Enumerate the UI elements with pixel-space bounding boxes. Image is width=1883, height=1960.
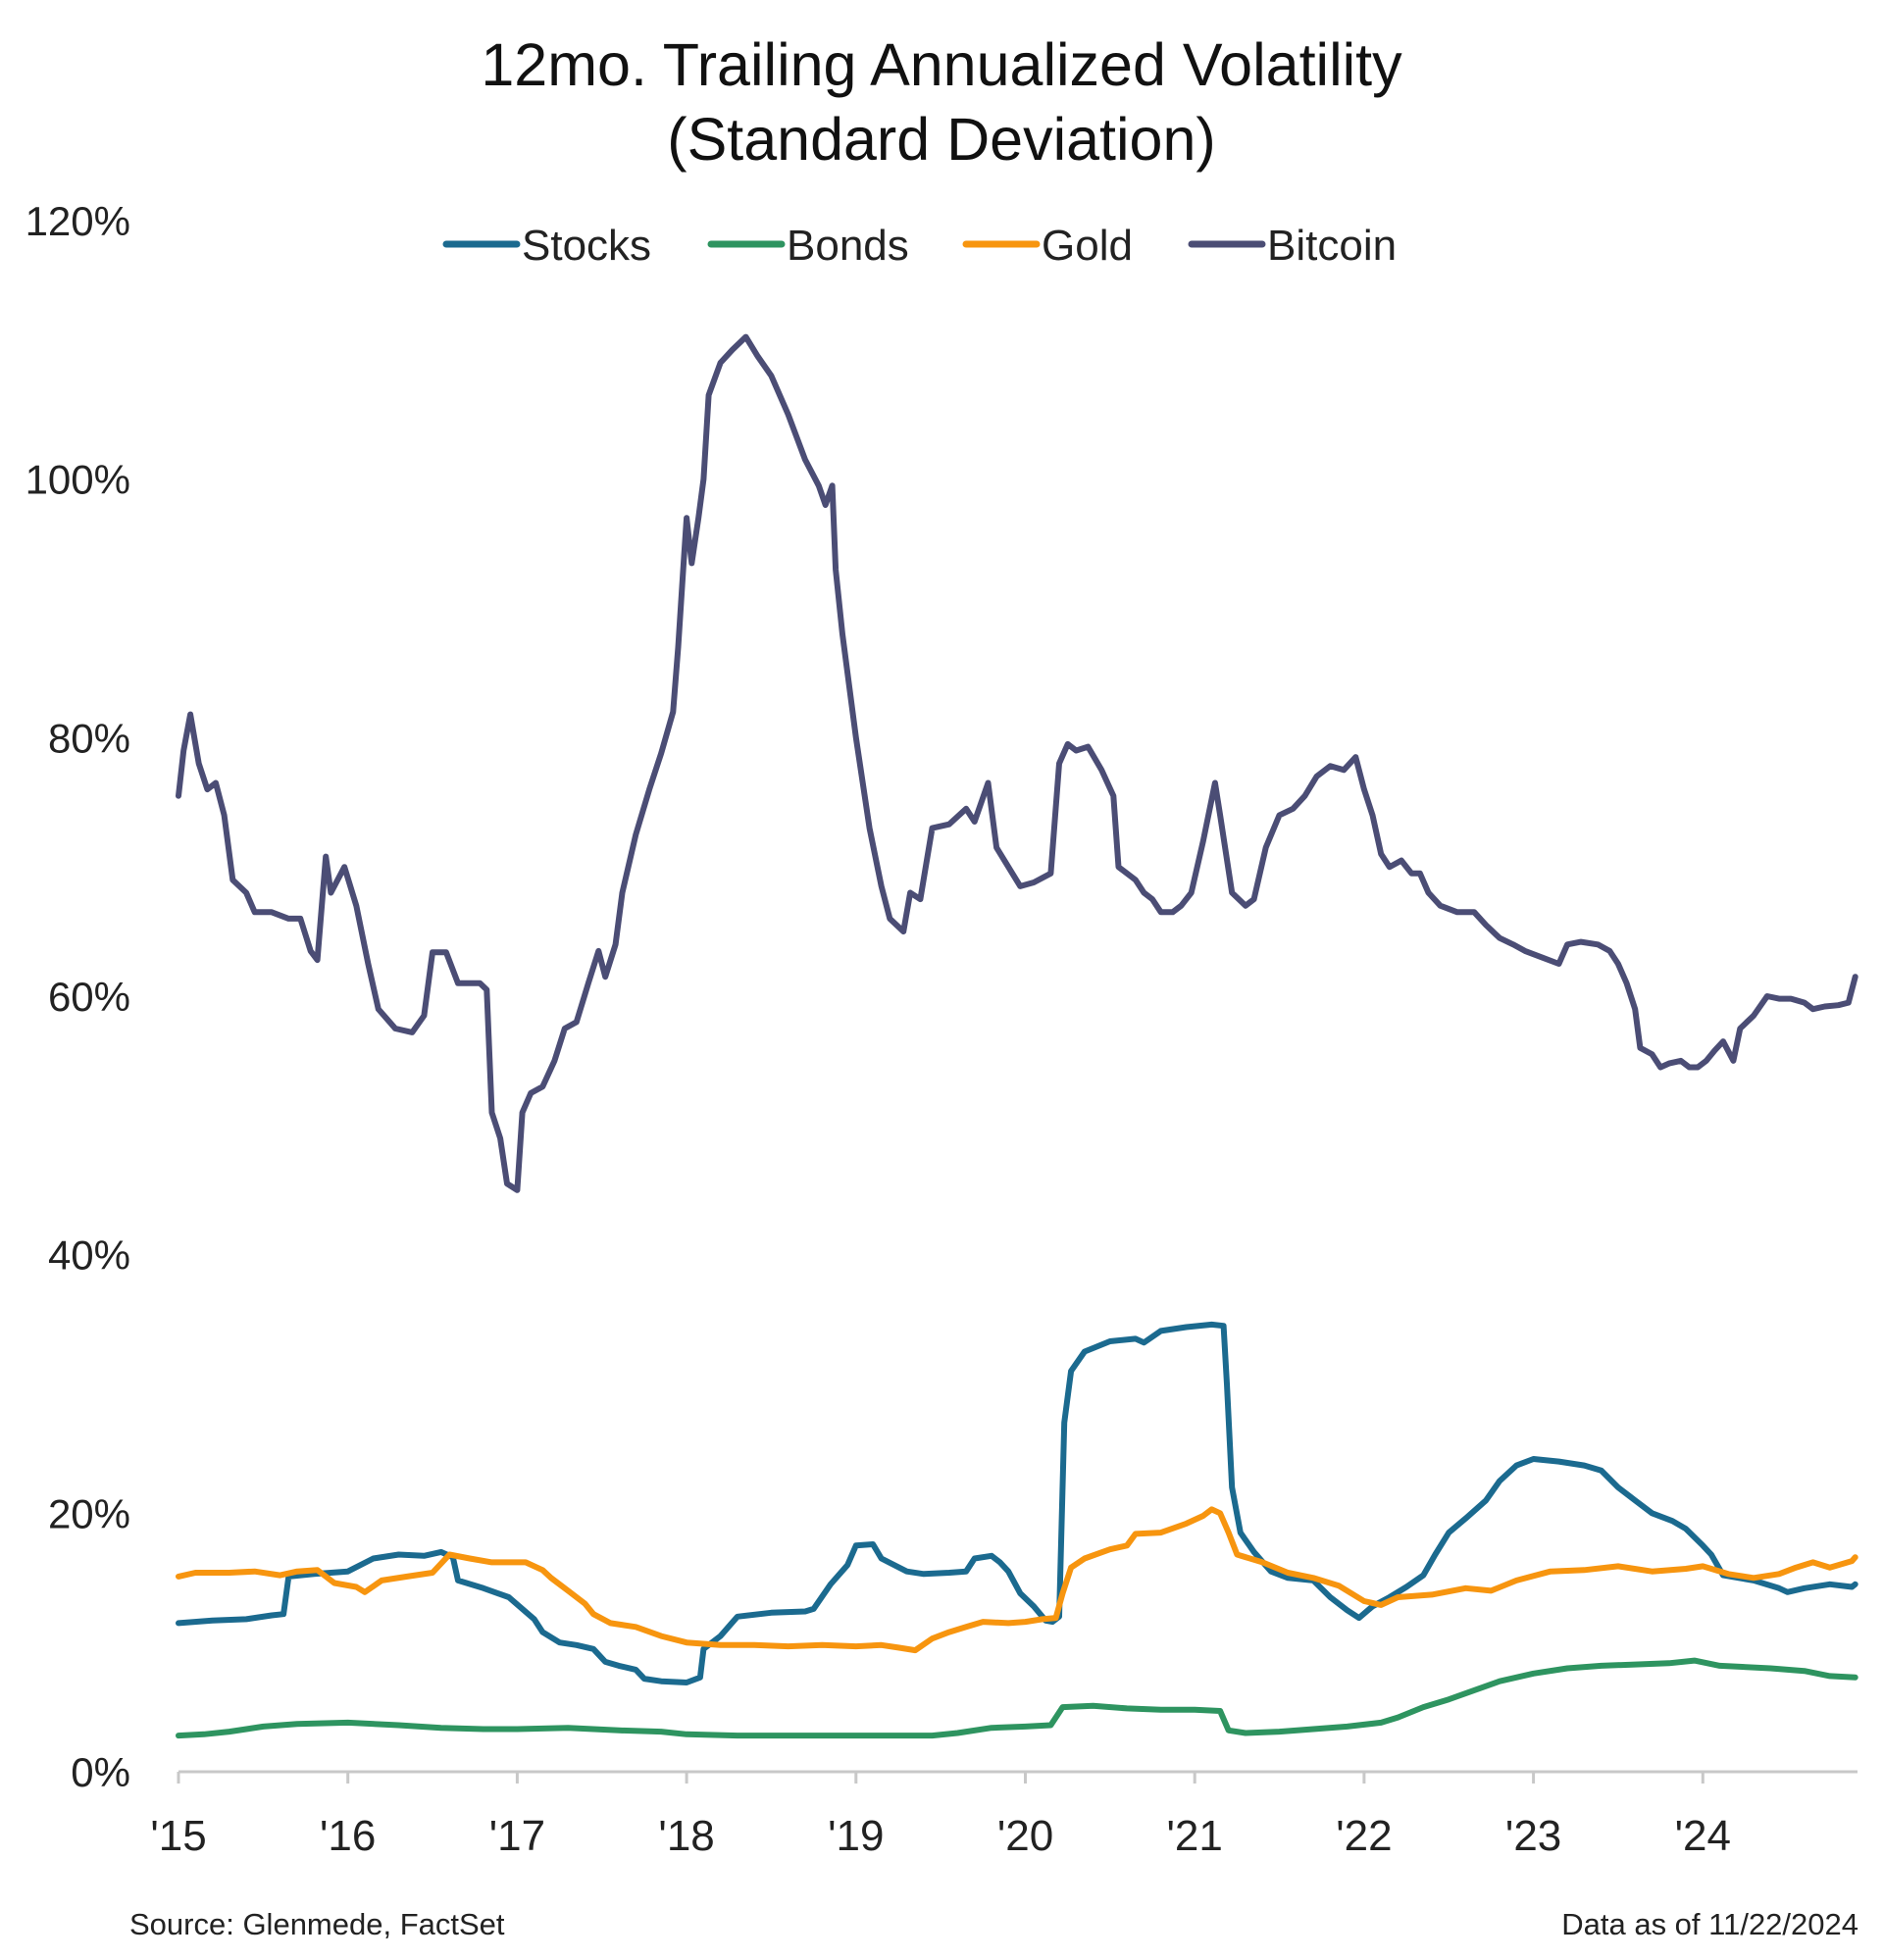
x-tick-label: '15	[150, 1812, 206, 1860]
x-tick-label: '16	[320, 1812, 376, 1860]
series-line-gold	[176, 1506, 1858, 1654]
x-tick-label: '17	[489, 1812, 545, 1860]
x-tick-label: '18	[658, 1812, 714, 1860]
x-tick-label: '21	[1167, 1812, 1223, 1860]
source-note: Source: Glenmede, FactSet	[129, 1907, 505, 1941]
y-tick-label: 80%	[48, 715, 130, 761]
chart-legend: Stocks Bonds Gold Bitcoin	[442, 222, 1397, 270]
series-line-bitcoin	[176, 333, 1858, 1193]
chart-title-block: 12mo. Trailing Annualized Volatility (St…	[0, 27, 1883, 176]
y-tick-label: 0%	[71, 1749, 130, 1795]
x-tick-label: '19	[828, 1812, 884, 1860]
chart-subtitle: (Standard Deviation)	[667, 106, 1216, 173]
series-lines	[176, 333, 1858, 1739]
y-tick-label: 60%	[48, 974, 130, 1020]
x-axis: '15 '16 '17 '18 '19 '20 '21 '22 '23 '24	[150, 1770, 1858, 1860]
x-tick-label: '22	[1336, 1812, 1392, 1860]
series-line-bonds	[176, 1657, 1858, 1739]
series-line-stocks	[176, 1321, 1858, 1685]
legend-label-bitcoin: Bitcoin	[1267, 222, 1397, 270]
y-axis: 0% 20% 40% 60% 80% 100% 120%	[25, 198, 130, 1795]
chart-title: 12mo. Trailing Annualized Volatility	[481, 31, 1402, 98]
y-tick-label: 20%	[48, 1490, 130, 1536]
x-tick-label: '24	[1675, 1812, 1731, 1860]
x-tick-label: '20	[997, 1812, 1053, 1860]
legend-label-stocks: Stocks	[522, 222, 651, 270]
legend-label-bonds: Bonds	[787, 222, 909, 270]
y-tick-label: 100%	[25, 457, 130, 503]
legend-label-gold: Gold	[1042, 222, 1133, 270]
data-date-note: Data as of 11/22/2024	[1561, 1907, 1858, 1941]
y-tick-label: 40%	[48, 1232, 130, 1279]
x-tick-label: '23	[1505, 1812, 1561, 1860]
y-tick-label: 120%	[25, 198, 130, 244]
